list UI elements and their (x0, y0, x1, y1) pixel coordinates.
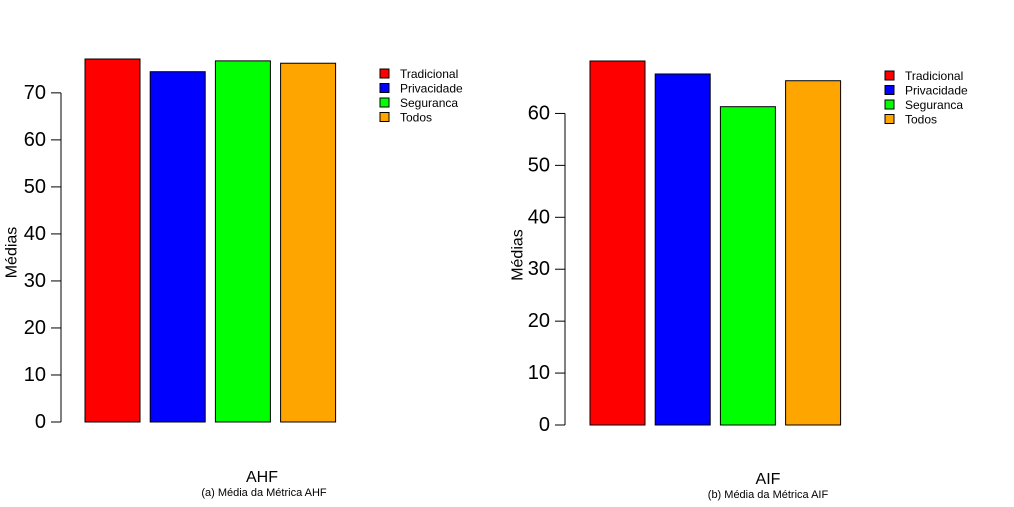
y-axis-label: Médias (4, 227, 21, 279)
legend-swatch (884, 70, 895, 81)
bar-todos (785, 80, 842, 426)
legend-swatch (379, 68, 390, 79)
legend-label: Privacidade (905, 84, 968, 98)
legend-swatch (884, 114, 895, 124)
bar-todos (280, 62, 337, 423)
legend-swatch (884, 85, 895, 95)
bar-privacidade (654, 73, 711, 426)
legend-label: Tradicional (400, 67, 458, 81)
y-axis: 0 10 20 30 40 50 60 (528, 102, 566, 436)
chart-panel-ahf: 0 10 20 30 40 50 60 70 Médias AHF (a) Média da … (4, 58, 463, 499)
chart-caption: (a) Média da Métrica AHF (201, 487, 327, 499)
chart-panel-aif: 0 10 20 30 40 50 60 Médias AIF (b) Média da Mé… (510, 60, 968, 501)
legend-swatch (379, 97, 390, 108)
bar-privacidade (149, 71, 206, 423)
legend-label: Seguranca (400, 96, 458, 110)
x-axis-label: AHF (246, 469, 278, 486)
y-tick-label: 50 (24, 176, 46, 198)
legend-label: Tradicional (905, 69, 963, 83)
y-tick-label: 30 (24, 270, 46, 292)
y-tick-label: 0 (35, 411, 46, 433)
y-tick-label: 0 (539, 414, 550, 436)
y-tick-label: 20 (528, 310, 550, 332)
y-tick-label: 40 (528, 206, 550, 228)
bar-seguranca (214, 60, 271, 423)
y-tick-label: 60 (528, 102, 550, 124)
y-tick-label: 20 (24, 317, 46, 339)
x-axis-label: AIF (756, 471, 781, 488)
legend-label: Seguranca (905, 98, 963, 112)
legend-label: Todos (400, 111, 432, 125)
y-tick-label: 50 (528, 154, 550, 176)
legend-label: Todos (905, 113, 937, 127)
legend-swatch (884, 99, 895, 110)
y-tick-label: 30 (528, 258, 550, 280)
y-axis-label: Médias (510, 229, 527, 281)
y-tick-label: 10 (24, 364, 46, 386)
y-axis: 0 10 20 30 40 50 60 70 (24, 82, 62, 433)
bar-tradicional (589, 60, 646, 426)
bar-tradicional (84, 58, 141, 423)
legend-swatch (379, 83, 390, 93)
bars-group (84, 58, 337, 423)
bars-group (589, 60, 842, 426)
legend-swatch (379, 112, 390, 122)
bar-seguranca (719, 106, 776, 426)
y-tick-label: 40 (24, 223, 46, 245)
y-tick-label: 70 (24, 82, 46, 104)
y-tick-label: 60 (24, 129, 46, 151)
legend-label: Privacidade (400, 82, 463, 96)
chart-caption: (b) Média da Métrica AIF (708, 489, 829, 501)
y-tick-label: 10 (528, 362, 550, 384)
